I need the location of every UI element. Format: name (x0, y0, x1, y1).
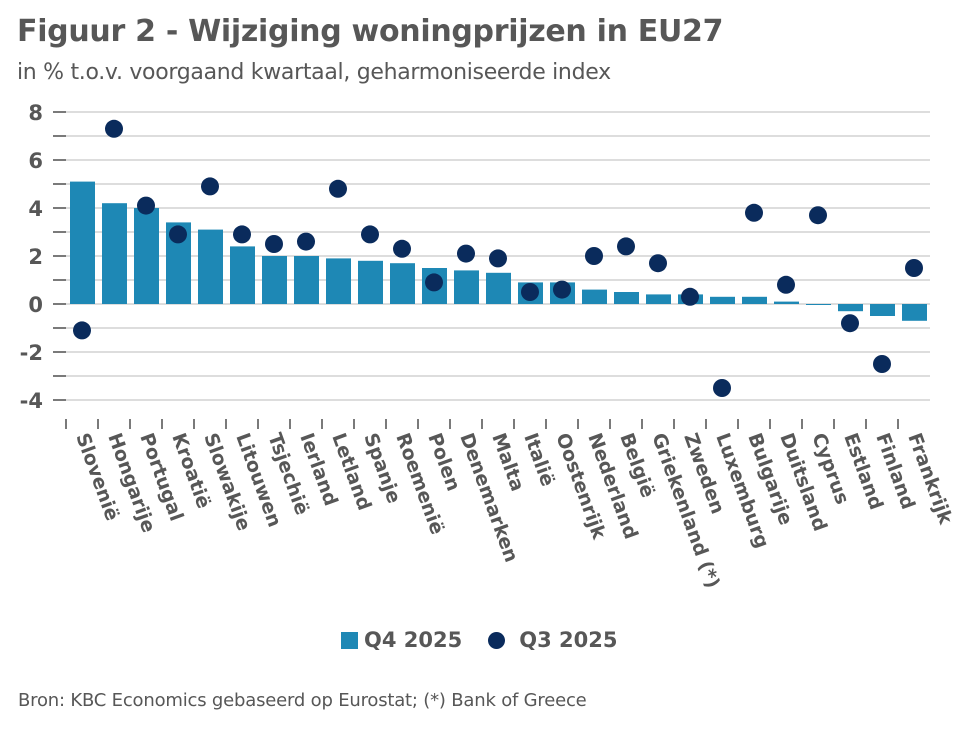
bar-10 (390, 263, 415, 304)
dot-2 (137, 196, 155, 215)
dot-4 (201, 177, 219, 196)
dot-15 (553, 280, 571, 299)
y-tick-label: 0 (28, 293, 43, 317)
y-tick-label: 2 (28, 245, 43, 269)
dot-19 (681, 287, 699, 306)
legend-circle-icon (488, 631, 506, 649)
y-axis: -4 -2 0 2 4 6 8 (20, 101, 66, 413)
bar-16 (582, 289, 607, 304)
dot-5 (233, 225, 251, 244)
bar-21 (742, 296, 767, 304)
x-tick-label: Frankrijk (903, 430, 956, 527)
legend-label-q4: Q4 2025 (364, 628, 463, 652)
dot-11 (425, 273, 443, 292)
legend-label-q3: Q3 2025 (519, 628, 618, 652)
bar-17 (614, 292, 639, 304)
bar-25 (870, 304, 895, 316)
bar-22 (774, 301, 799, 304)
bar-6 (262, 256, 287, 304)
y-tick-label: -4 (20, 389, 43, 413)
dot-21 (745, 203, 763, 222)
y-tick-label: -2 (20, 341, 43, 365)
dot-17 (617, 237, 635, 256)
dot-1 (105, 119, 123, 138)
bar-23 (806, 304, 831, 305)
chart-subtitle: in % t.o.v. voorgaand kwartaal, geharmon… (17, 60, 611, 85)
dot-10 (393, 239, 411, 258)
dot-0 (73, 321, 91, 340)
dot-12 (457, 244, 475, 263)
dot-14 (521, 283, 539, 301)
bar-12 (454, 270, 479, 304)
y-tick-label: 8 (28, 101, 43, 125)
legend-square-icon (341, 631, 358, 649)
y-tick-label: 4 (28, 197, 43, 221)
bar-9 (358, 260, 383, 304)
bar-20 (710, 296, 735, 304)
bar-5 (230, 246, 255, 304)
bar-18 (646, 294, 671, 304)
bar-2 (134, 208, 159, 304)
bar-7 (294, 256, 319, 304)
dot-8 (329, 179, 347, 198)
dot-16 (585, 247, 603, 265)
dot-24 (841, 314, 859, 333)
bar-13 (486, 272, 511, 304)
dot-18 (649, 254, 667, 273)
bar-0 (70, 181, 95, 304)
bar-24 (838, 304, 863, 312)
chart-title: Figuur 2 - Wijziging woningprijzen in EU… (17, 14, 724, 49)
x-axis: SloveniëHongarijePortugalKroatiëSlowakij… (65, 419, 957, 591)
dot-13 (489, 249, 507, 268)
source-note: Bron: KBC Economics gebaseerd op Eurosta… (18, 690, 587, 711)
dot-7 (297, 232, 315, 251)
legend: Q4 2025 Q3 2025 (341, 628, 617, 652)
dot-25 (873, 355, 891, 373)
bar-1 (102, 203, 127, 304)
dot-26 (905, 259, 923, 277)
dot-6 (265, 235, 283, 253)
dot-20 (713, 379, 731, 397)
y-tick-label: 6 (28, 149, 43, 173)
dot-22 (777, 275, 795, 294)
dot-3 (169, 225, 187, 244)
bar-26 (902, 304, 927, 321)
dots-q3-2025 (73, 119, 923, 397)
dot-23 (809, 206, 827, 225)
bar-4 (198, 229, 223, 304)
dot-9 (361, 225, 379, 244)
bar-8 (326, 258, 351, 304)
